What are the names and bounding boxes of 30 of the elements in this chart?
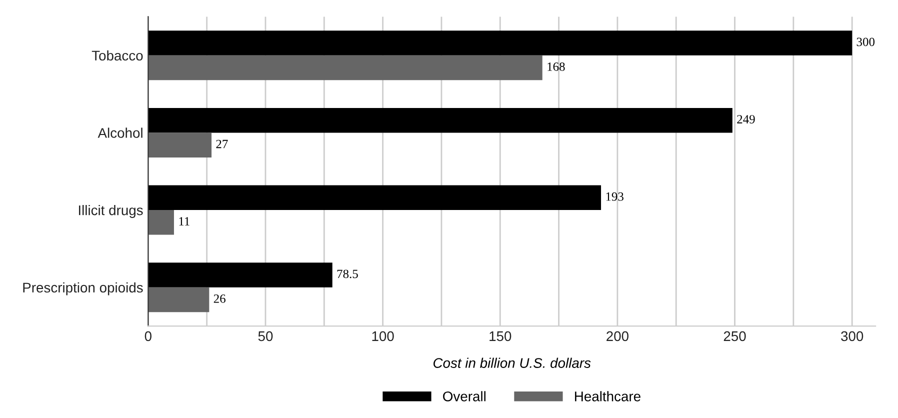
bar <box>148 185 602 210</box>
bar <box>148 108 732 133</box>
x-tick-label: 200 <box>606 331 628 342</box>
data-label: 300 <box>856 38 875 46</box>
legend-label: Healthcare <box>575 391 640 402</box>
data-label: 78.5 <box>337 270 358 278</box>
x-tick-label: 150 <box>490 331 512 342</box>
x-tick-label: 100 <box>372 331 394 342</box>
bar <box>148 132 212 158</box>
data-label: 249 <box>737 115 755 124</box>
x-tick-label: 300 <box>841 331 864 342</box>
data-label: 27 <box>216 140 228 148</box>
y-tick-label: Alcohol <box>98 128 142 138</box>
y-tick-label: Prescription opioids <box>23 282 143 296</box>
x-tick-label: 250 <box>724 331 746 342</box>
bar <box>148 210 174 235</box>
data-label: 11 <box>179 217 190 226</box>
x-axis-title: Cost in billion U.S. dollars <box>434 358 591 368</box>
legend-label: Overall <box>443 391 486 402</box>
bar <box>148 30 852 56</box>
y-tick-label: Tobacco <box>92 50 143 61</box>
bar <box>148 262 332 288</box>
data-label: 26 <box>214 294 226 303</box>
x-tick-label: 0 <box>144 331 152 342</box>
x-tick-label: 50 <box>258 331 273 342</box>
bar <box>148 55 542 80</box>
data-label: 193 <box>606 192 624 201</box>
bar <box>148 287 210 312</box>
data-label: 168 <box>548 62 565 71</box>
y-tick-label: Illicit drugs <box>78 205 143 218</box>
